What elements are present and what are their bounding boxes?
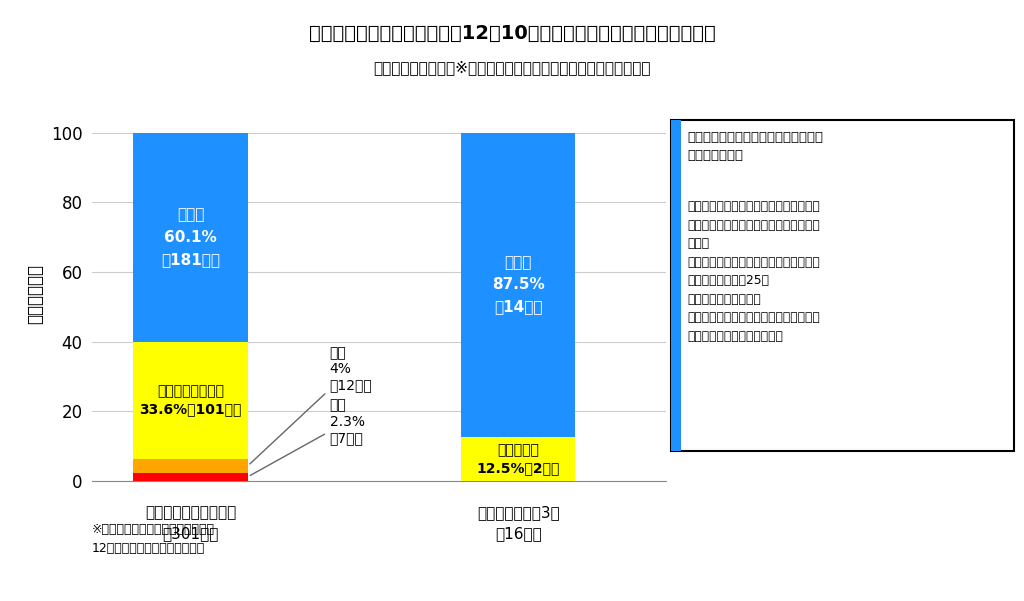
Text: 軽微・小破
12.5%（2棟）: 軽微・小破 12.5%（2棟）	[476, 443, 560, 475]
Text: 性能表示（等級3）: 性能表示（等級3）	[477, 505, 559, 520]
Text: ＜参考＞住宅性能表示制度の耐震等級
（倒壊等防止）: ＜参考＞住宅性能表示制度の耐震等級 （倒壊等防止）	[687, 131, 823, 162]
Bar	[133, 473, 248, 481]
Bar	[133, 342, 248, 459]
Bar	[461, 438, 575, 481]
Text: 建築基準法で想定している数百年に一
度程度の「極めて稀に発生する地震」の
力の、
・等級１は、１倍（建築基準法レベル）
・等級２は、１．25倍
・等級３は、１．: 建築基準法で想定している数百年に一 度程度の「極めて稀に発生する地震」の 力の、…	[687, 200, 820, 343]
Text: 大破
4%
（12棟）: 大破 4% （12棟）	[250, 346, 373, 464]
Bar	[461, 133, 575, 438]
Text: ＜住宅性能表制度創設（平成12年10月）以降の木造建築物の被害状況＞: ＜住宅性能表制度創設（平成12年10月）以降の木造建築物の被害状況＞	[308, 24, 716, 43]
Bar	[133, 133, 248, 342]
Bar	[133, 459, 248, 473]
Y-axis label: 被害率（％）: 被害率（％）	[26, 264, 44, 325]
Text: （建築基準法レベル※と住宅性能表示取得物件（等級３）の比較）: （建築基準法レベル※と住宅性能表示取得物件（等級３）の比較）	[374, 60, 650, 75]
Text: 軽微・小破・中破
33.6%（101棟）: 軽微・小破・中破 33.6%（101棟）	[139, 384, 242, 416]
Text: （16棟）: （16棟）	[495, 526, 542, 541]
Text: 無被害
87.5%
（14棟）: 無被害 87.5% （14棟）	[492, 255, 545, 314]
Text: 無被害
60.1%
（181棟）: 無被害 60.1% （181棟）	[161, 207, 220, 267]
Text: 倒壊
2.3%
（7棟）: 倒壊 2.3% （7棟）	[250, 398, 365, 475]
Text: （301棟）: （301棟）	[162, 526, 219, 541]
Text: ※　住宅性能表示未取得物件（平成
12年６月～）及び等級１のもの: ※ 住宅性能表示未取得物件（平成 12年６月～）及び等級１のもの	[92, 523, 215, 555]
Text: （建築基準法レベル）: （建築基準法レベル）	[144, 505, 237, 520]
